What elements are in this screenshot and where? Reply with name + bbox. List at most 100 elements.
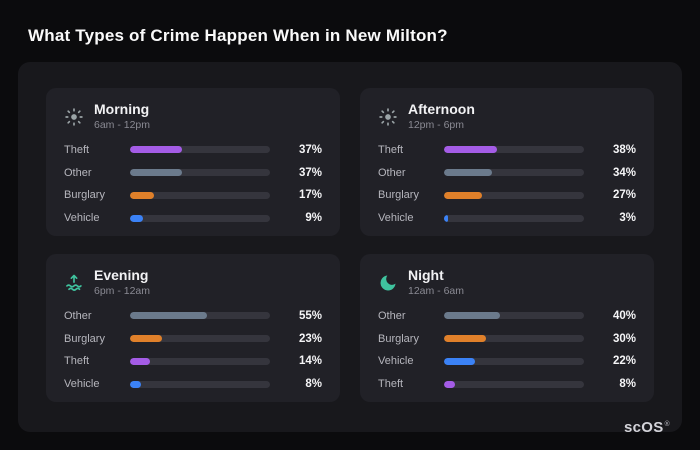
bar-rows: Other 55% Burglary 23% Theft 14% Vehicle 8% [64,310,322,390]
bar-value: 14% [298,355,322,368]
bar-label: Vehicle [378,355,414,368]
bar-fill [130,357,150,365]
bar-track [130,214,270,222]
bar-label: Burglary [378,332,419,345]
bar-row: Vehicle 8% [64,378,322,390]
bar-label: Vehicle [64,378,100,390]
bar-rows: Theft 37% Other 37% Burglary 17% Vehicle 9% [64,144,322,224]
bar-label: Theft [378,378,404,390]
bar-row: Other 55% [64,310,322,322]
card-subtitle: 12am - 6am [408,285,465,298]
bar-label: Other [64,309,92,322]
bar-track [130,191,270,199]
bar-row: Burglary 30% [378,333,636,345]
bar-track [444,380,584,388]
bar-track [130,357,270,365]
bar-label: Theft [64,355,90,368]
bar-row: Vehicle 9% [64,212,322,224]
bar-fill [130,335,163,343]
card-title: Night [408,267,444,283]
bar-row: Theft 37% [64,144,322,156]
bar-track [130,146,270,154]
bar-label: Burglary [64,332,105,345]
bar-value: 3% [619,212,636,224]
bar-value: 37% [298,143,322,156]
bar-row: Other 37% [64,167,322,179]
bar-row: Vehicle 3% [378,212,636,224]
scos-logo: scOS® [624,419,670,436]
bar-track [444,357,584,365]
bar-value: 30% [612,332,636,345]
bar-value: 22% [612,355,636,368]
card-subtitle: 6pm - 12am [94,285,151,298]
page-title: What Types of Crime Happen When in New M… [28,26,448,45]
bar-fill [130,214,143,222]
bar-fill [444,380,456,388]
bar-label: Other [64,166,92,179]
bar-fill [444,335,486,343]
bar-track [444,191,584,199]
card-title: Afternoon [408,101,475,117]
bar-fill [130,312,207,320]
bar-track [130,169,270,177]
bar-value: 17% [298,189,322,202]
bar-rows: Theft 38% Other 34% Burglary 27% Vehicle 3% [378,144,636,224]
bar-value: 27% [612,189,636,202]
bar-label: Vehicle [378,212,414,224]
sun-icon [64,107,84,127]
card-evening: Evening 6pm - 12am Other 55% Burglary 23% Th… [46,254,340,402]
bar-track [444,214,584,222]
bar-fill [130,146,182,154]
bar-track [444,335,584,343]
bar-row: Theft 14% [64,355,322,367]
bar-value: 8% [305,378,322,390]
bar-row: Vehicle 22% [378,355,636,367]
bar-fill [130,191,154,199]
card-header: Night 12am - 6am [378,267,636,298]
bar-fill [444,169,492,177]
registered-mark: ® [664,421,670,428]
bar-label: Other [378,166,406,179]
bar-value: 34% [612,166,636,179]
crime-cards-panel: Morning 6am - 12pm Theft 37% Other 37% Burgl… [18,62,682,432]
bar-fill [444,191,482,199]
card-subtitle: 6am - 12pm [94,119,151,132]
bar-label: Burglary [64,189,105,202]
moon-icon [378,273,398,293]
bar-row: Burglary 17% [64,189,322,201]
bar-fill [444,312,500,320]
bar-value: 38% [612,143,636,156]
bar-label: Other [378,309,406,322]
bar-label: Theft [64,143,90,156]
bar-value: 23% [298,332,322,345]
bar-value: 55% [298,309,322,322]
bar-row: Theft 38% [378,144,636,156]
sunset-icon [64,273,84,293]
bar-fill [444,146,498,154]
sun-icon [378,107,398,127]
bar-track [444,312,584,320]
bar-label: Burglary [378,189,419,202]
card-header: Morning 6am - 12pm [64,101,322,132]
bar-fill [444,214,449,222]
bar-fill [444,357,475,365]
bar-row: Burglary 27% [378,189,636,201]
card-afternoon: Afternoon 12pm - 6pm Theft 38% Other 34% Bur… [360,88,654,236]
bar-value: 8% [619,378,636,390]
bar-value: 40% [612,309,636,322]
bar-rows: Other 40% Burglary 30% Vehicle 22% Theft 8% [378,310,636,390]
bar-value: 9% [305,212,322,224]
bar-row: Other 34% [378,167,636,179]
bar-row: Burglary 23% [64,333,322,345]
bar-track [444,169,584,177]
card-header: Evening 6pm - 12am [64,267,322,298]
bar-row: Theft 8% [378,378,636,390]
bar-label: Vehicle [64,212,100,224]
bar-track [130,312,270,320]
bar-track [130,380,270,388]
bar-row: Other 40% [378,310,636,322]
card-title: Evening [94,267,149,283]
bar-value: 37% [298,166,322,179]
card-header: Afternoon 12pm - 6pm [378,101,636,132]
card-night: Night 12am - 6am Other 40% Burglary 30% Vehi… [360,254,654,402]
